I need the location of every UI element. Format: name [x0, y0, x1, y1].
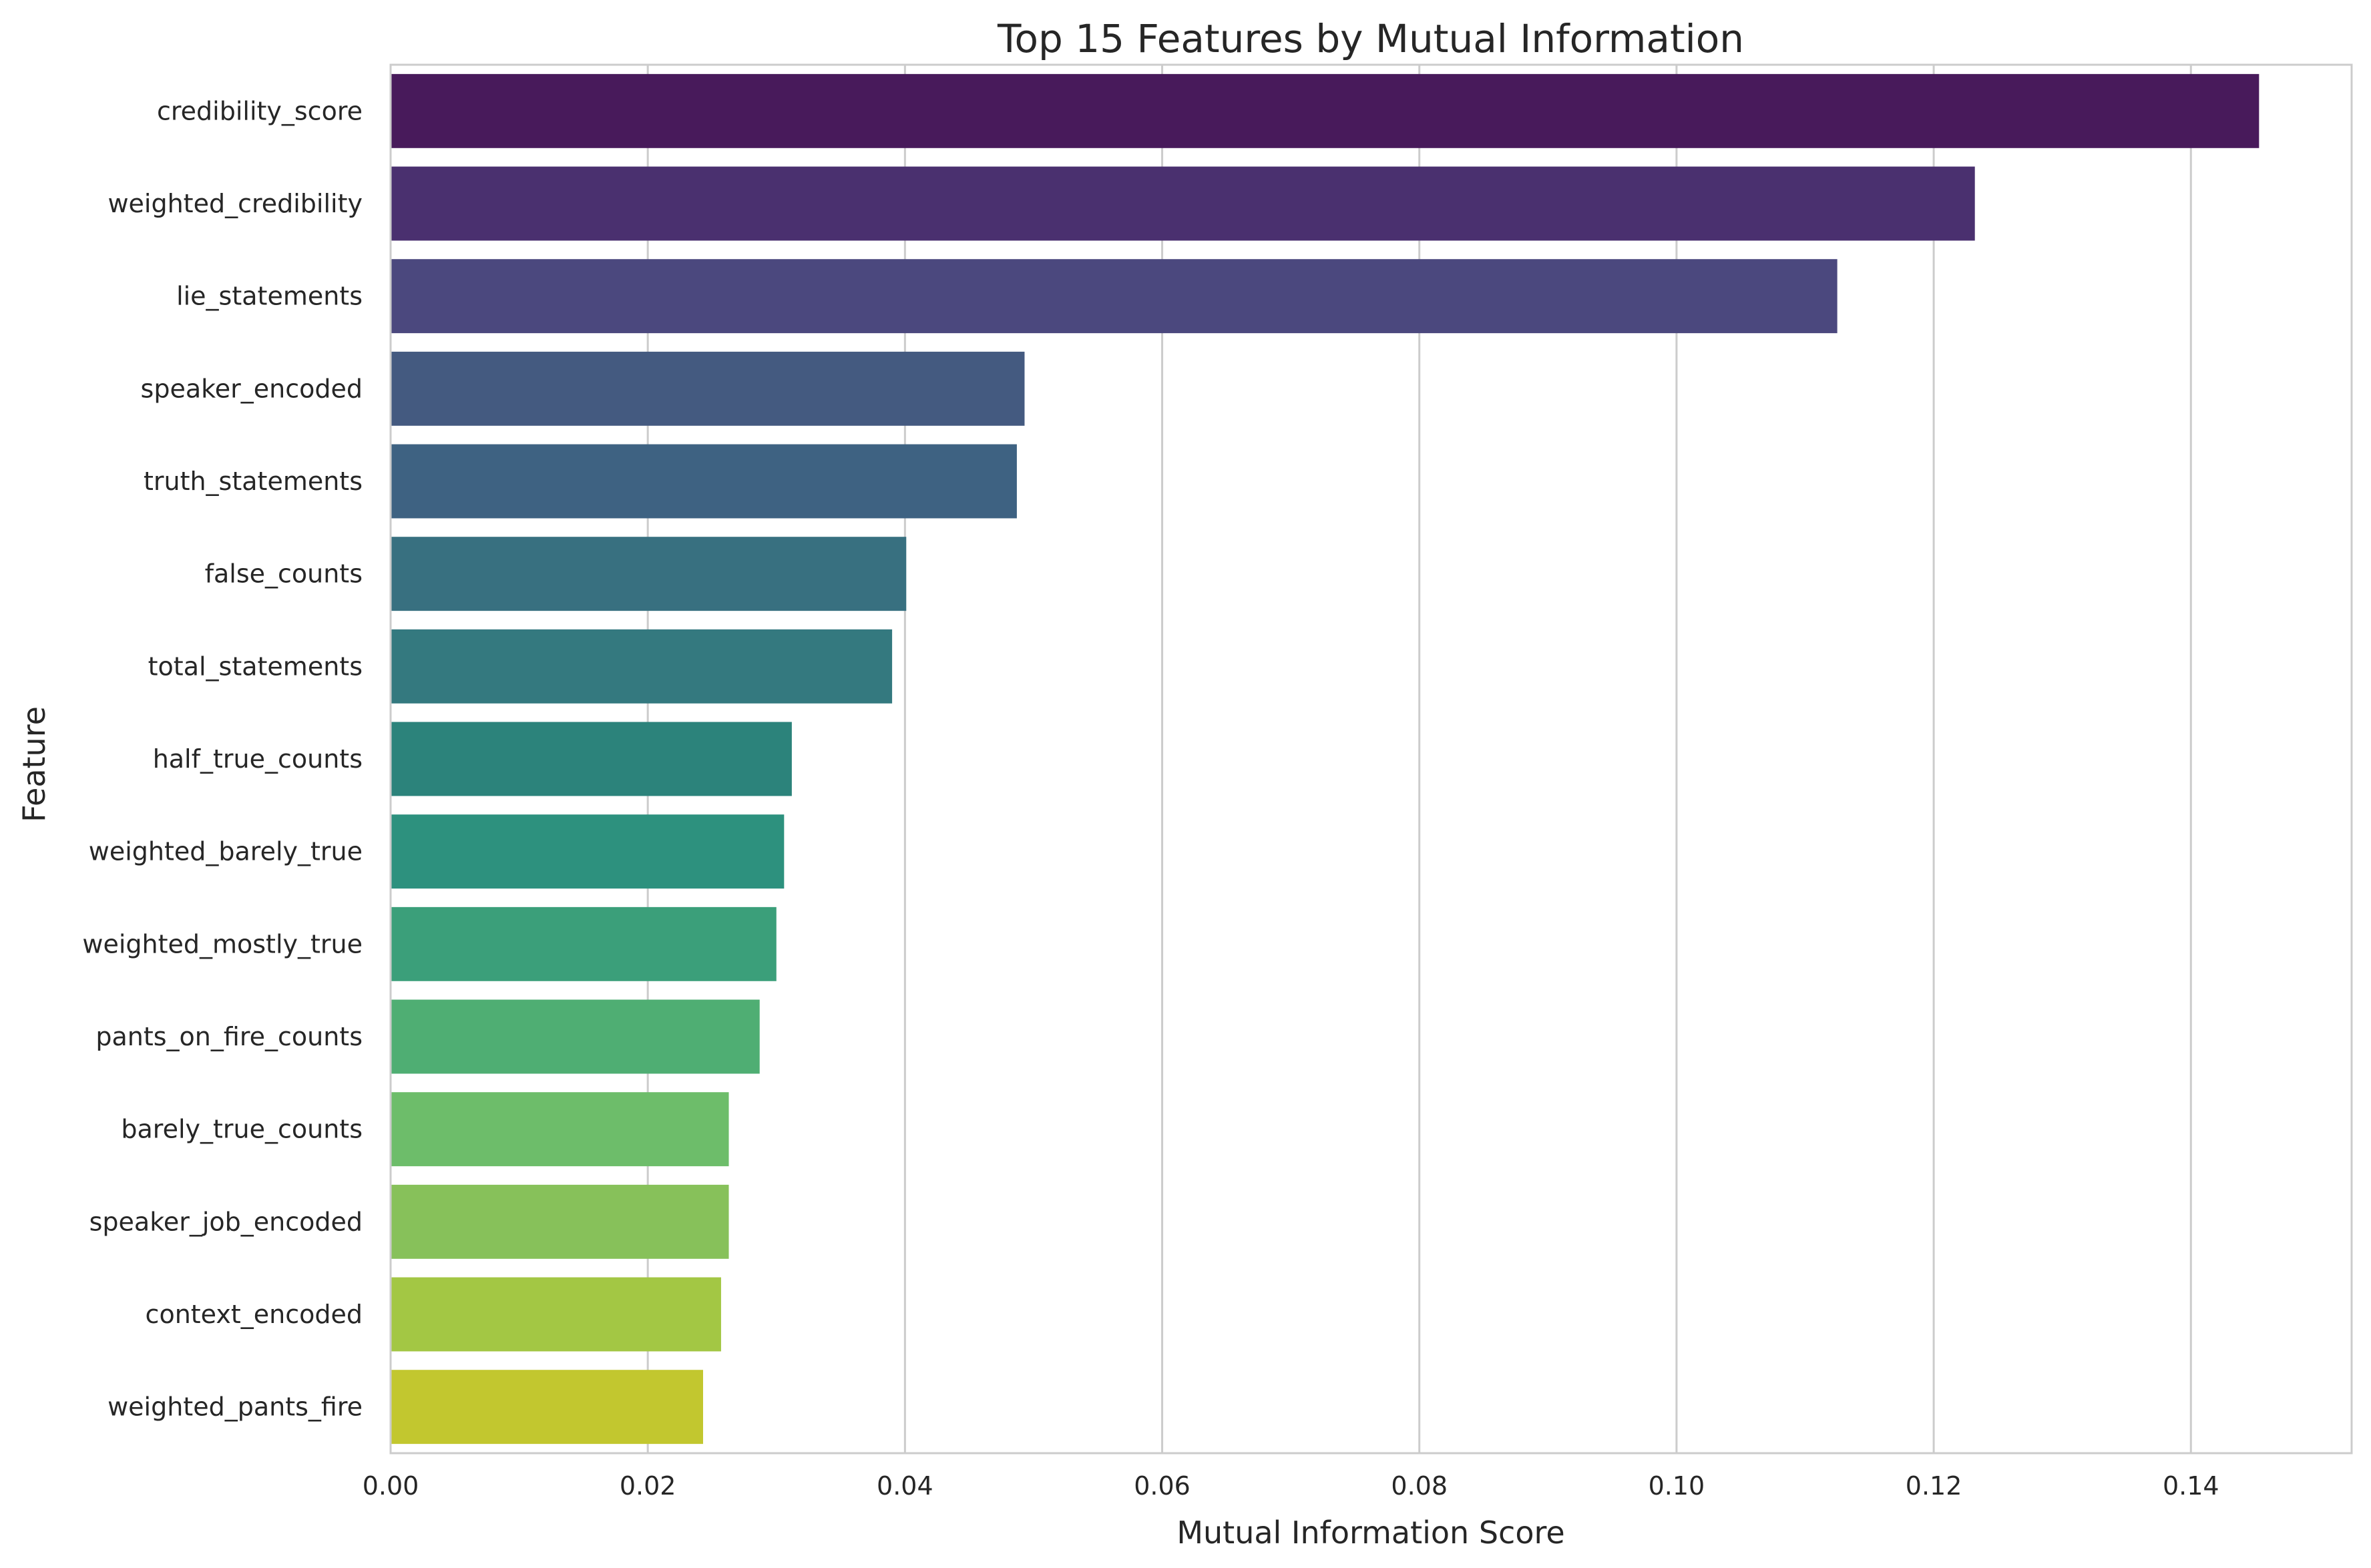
plot-frame [389, 63, 2353, 1455]
y-tick-label: lie_statements [176, 282, 363, 311]
y-axis-label: Feature [16, 706, 52, 822]
x-tick-label: 0.14 [2163, 1471, 2219, 1501]
y-tick-label: false_counts [205, 559, 363, 589]
x-tick-label: 0.04 [877, 1471, 933, 1501]
y-tick-label: weighted_credibility [107, 189, 363, 218]
x-tick-label: 0.00 [363, 1471, 419, 1501]
y-tick-label: pants_on_fire_counts [95, 1022, 363, 1051]
y-tick-label: context_encoded [146, 1300, 363, 1329]
y-tick-label: total_statements [148, 651, 363, 681]
bars [391, 73, 2259, 1445]
bar [391, 537, 907, 611]
bar [391, 814, 785, 889]
y-tick-label: weighted_mostly_true [82, 929, 363, 959]
bar [391, 722, 792, 796]
x-tick-labels: 0.00 0.02 0.04 0.06 0.08 0.10 0.12 0.14 [363, 1471, 2219, 1501]
x-tick-label: 0.10 [1649, 1471, 1705, 1501]
x-tick-label: 0.08 [1391, 1471, 1448, 1501]
bar [391, 1184, 729, 1259]
bar [391, 1277, 721, 1352]
bar [391, 444, 1017, 519]
x-tick-label: 0.02 [620, 1471, 676, 1501]
bar [391, 629, 893, 704]
bar [391, 999, 760, 1074]
bar [391, 259, 1838, 334]
chart-title: Top 15 Features by Mutual Information [997, 16, 1744, 61]
bar [391, 906, 777, 981]
y-tick-label: half_true_counts [153, 744, 363, 774]
y-tick-label: truth_statements [144, 467, 363, 496]
y-tick-labels: credibility_score weighted_credibilitylie… [82, 96, 363, 1421]
bar [391, 73, 2259, 148]
bar [391, 1370, 703, 1445]
bar [391, 1092, 729, 1167]
x-tick-label: 0.06 [1134, 1471, 1191, 1501]
y-tick-label: barely_true_counts [121, 1115, 363, 1144]
y-tick-label: weighted_pants_fire [107, 1392, 363, 1422]
x-axis-label: Mutual Information Score [1176, 1515, 1564, 1551]
bar [391, 351, 1025, 426]
y-tick-label: speaker_job_encoded [89, 1207, 363, 1236]
y-tick-label: credibility_score [157, 96, 363, 125]
bar [391, 166, 1975, 241]
y-tick-label: weighted_barely_true [89, 837, 363, 866]
y-tick-label: speaker_encoded [141, 374, 363, 403]
x-tick-label: 0.12 [1906, 1471, 1962, 1501]
